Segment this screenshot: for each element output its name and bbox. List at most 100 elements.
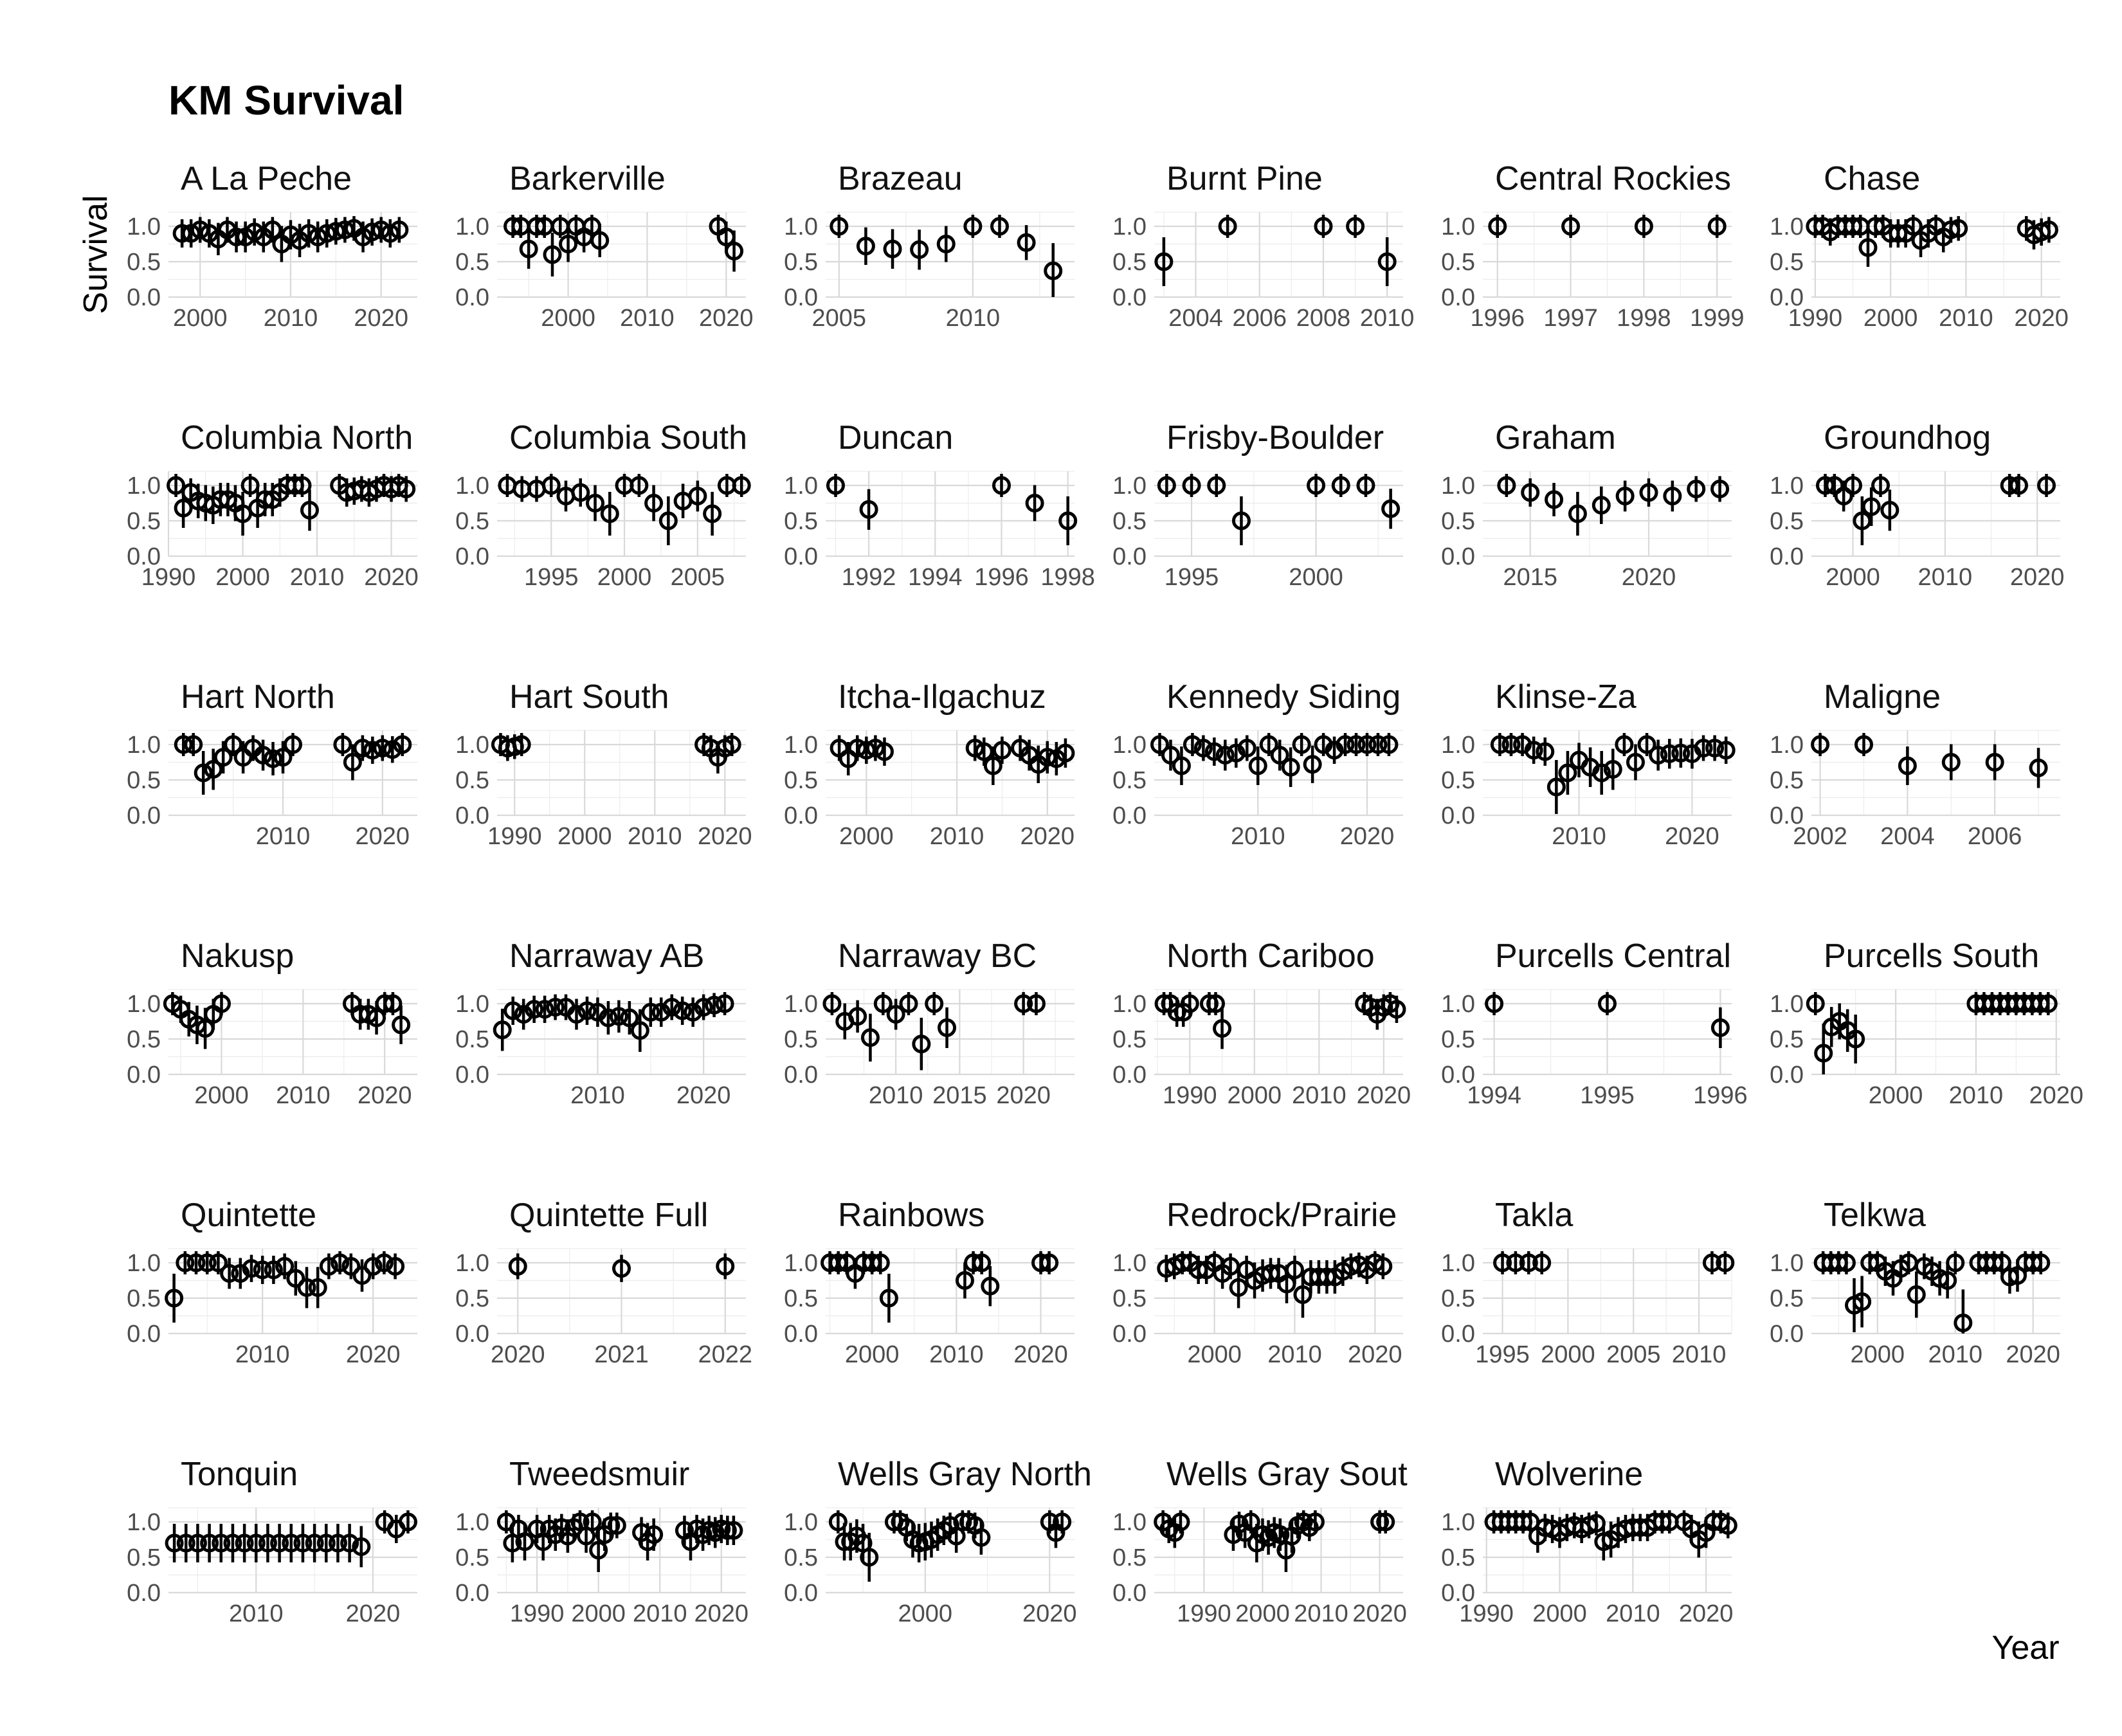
x-tick-label: 2020: [1357, 1082, 1411, 1109]
y-tick-label: 0.0: [455, 1062, 489, 1089]
y-tick-label: 1.0: [1441, 1250, 1475, 1277]
data-point: [1307, 476, 1326, 495]
data-point: [1603, 760, 1622, 779]
y-tick-label: 1.0: [1112, 473, 1147, 500]
data-point: [188, 1533, 207, 1553]
x-tick-label: 2000: [1851, 1341, 1905, 1368]
facet-label: Barkerville: [509, 160, 666, 197]
y-tick-label: 1.0: [455, 1250, 489, 1277]
y-tick-label: 0.5: [1112, 1026, 1147, 1053]
facet-wells-gray-northl: 0.0 0.5 1.0 2000 2020 Wells Gray Northl: [784, 1456, 1091, 1627]
x-tick-label: 2020: [346, 1341, 401, 1368]
data-point: [1270, 746, 1289, 764]
y-tick-label: 1.0: [784, 473, 818, 500]
data-point: [826, 476, 845, 495]
data-point: [383, 740, 402, 759]
data-point: [848, 1007, 867, 1026]
data-point: [200, 1533, 219, 1553]
x-tick-label: 2005: [671, 564, 725, 591]
y-tick-label: 1.0: [1112, 213, 1147, 240]
data-point: [1346, 217, 1365, 236]
data-point: [231, 1264, 250, 1283]
data-point: [273, 748, 293, 767]
facet-quintette: 0.0 0.5 1.0 2010 2020 Quintette: [127, 1197, 417, 1368]
facet-maligne: 0.0 0.5 1.0 2002 2004 2006 Maligne: [1770, 678, 2060, 850]
data-point: [264, 749, 283, 768]
facet-takla: 0.0 0.5 1.0 1995 2000 2005 2010 Takla: [1441, 1197, 1735, 1368]
facet-wells-gray-sout: 0.0 0.5 1.0 1990 2000 2010 2020 Wells Gray Sout: [1112, 1456, 1408, 1627]
facet-label: Maligne: [1824, 678, 1941, 716]
x-tick-label: 1990: [1163, 1082, 1217, 1109]
data-point: [1182, 476, 1201, 495]
y-tick-label: 0.5: [1441, 1026, 1475, 1053]
y-tick-label: 1.0: [1112, 732, 1147, 759]
x-tick-label: 2000: [173, 305, 228, 332]
data-point: [1305, 1512, 1325, 1532]
facet-quintette-full: 0.0 0.5 1.0 2020 2021 2022 Quintette Full: [455, 1197, 752, 1368]
data-point: [184, 735, 203, 754]
y-tick-label: 0.0: [1770, 284, 1804, 311]
data-point: [1171, 1512, 1190, 1532]
x-tick-label: 2000: [1532, 1600, 1587, 1627]
data-point: [910, 240, 929, 259]
data-point: [571, 483, 590, 502]
data-point: [1331, 476, 1350, 495]
data-point: [393, 735, 412, 754]
y-tick-label: 0.5: [455, 249, 489, 276]
x-tick-label: 2000: [1187, 1341, 1242, 1368]
data-point: [1568, 504, 1587, 523]
facet-rainbows: 0.0 0.5 1.0 2000 2010 2020 Rainbows: [784, 1197, 1075, 1368]
data-point: [1292, 735, 1311, 754]
data-point: [992, 741, 1011, 760]
data-point: [1053, 1512, 1072, 1532]
data-point: [197, 1253, 217, 1272]
data-point: [543, 245, 562, 264]
data-point: [983, 756, 1002, 775]
y-tick-label: 1.0: [1770, 213, 1804, 240]
x-tick-label: 1998: [1040, 564, 1095, 591]
y-tick-label: 1.0: [1770, 991, 1804, 1018]
y-tick-label: 1.0: [127, 1509, 161, 1536]
data-point: [333, 735, 352, 754]
facet-label: Columbia North: [181, 419, 413, 457]
facet-label: Groundhog: [1824, 419, 1991, 457]
y-tick-label: 1.0: [784, 732, 818, 759]
facet-label: Columbia South: [509, 419, 747, 457]
data-point: [705, 995, 724, 1015]
y-tick-label: 0.5: [1441, 249, 1475, 276]
facet-label: North Cariboo: [1166, 937, 1375, 975]
data-point: [1862, 497, 1881, 516]
x-tick-label: 1990: [1177, 1600, 1231, 1627]
x-tick-label: 2010: [1360, 305, 1415, 332]
x-tick-label: 2020: [676, 1082, 731, 1109]
x-tick-label: 2010: [1918, 564, 1973, 591]
data-point: [1702, 1253, 1721, 1272]
data-point: [1946, 1253, 1965, 1272]
data-point: [673, 1001, 692, 1020]
facet-telkwa: 0.0 0.5 1.0 2000 2010 2020 Telkwa: [1770, 1197, 2060, 1368]
data-point: [1705, 739, 1725, 757]
data-point: [1637, 735, 1656, 754]
data-point: [644, 494, 664, 512]
data-point: [1846, 1029, 1865, 1049]
data-point: [1834, 487, 1853, 505]
data-point: [1694, 739, 1713, 757]
y-tick-label: 0.0: [455, 1580, 489, 1607]
x-tick-label: 2000: [571, 1600, 626, 1627]
x-tick-label: 2010: [235, 1341, 290, 1368]
data-point: [258, 1533, 277, 1553]
data-point: [1825, 476, 1844, 495]
data-point: [1671, 743, 1691, 763]
data-point: [883, 239, 902, 258]
x-tick-label: 2020: [1622, 564, 1676, 591]
x-tick-label: 2020: [1348, 1341, 1402, 1368]
data-point: [644, 1525, 664, 1544]
x-tick-label: 2015: [1503, 564, 1557, 591]
x-tick-label: 2000: [839, 823, 894, 850]
y-tick-label: 0.5: [784, 1544, 818, 1571]
x-tick-label: 1992: [842, 564, 896, 591]
y-tick-label: 0.5: [1770, 767, 1804, 794]
facet-barkerville: 0.0 0.5 1.0 2000 2010 2020 Barkerville: [455, 160, 753, 332]
data-point: [1907, 1285, 1926, 1304]
y-tick-label: 0.5: [1112, 508, 1147, 535]
